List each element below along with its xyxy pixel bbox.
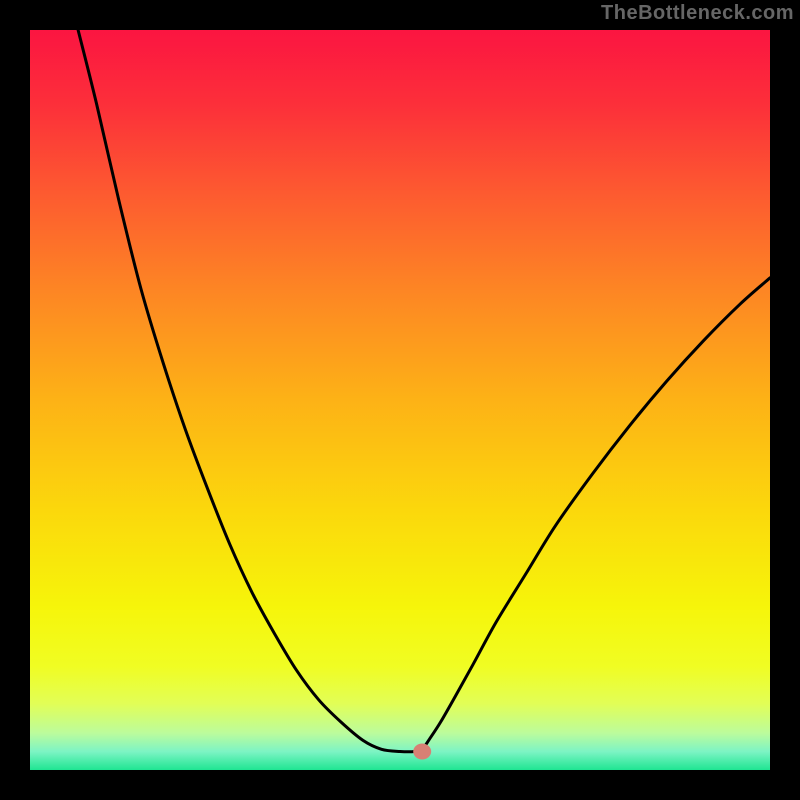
watermark-text: TheBottleneck.com: [601, 2, 794, 25]
optimal-point-marker: [413, 744, 431, 760]
plot-background: [30, 30, 770, 770]
bottleneck-chart: [0, 0, 800, 800]
